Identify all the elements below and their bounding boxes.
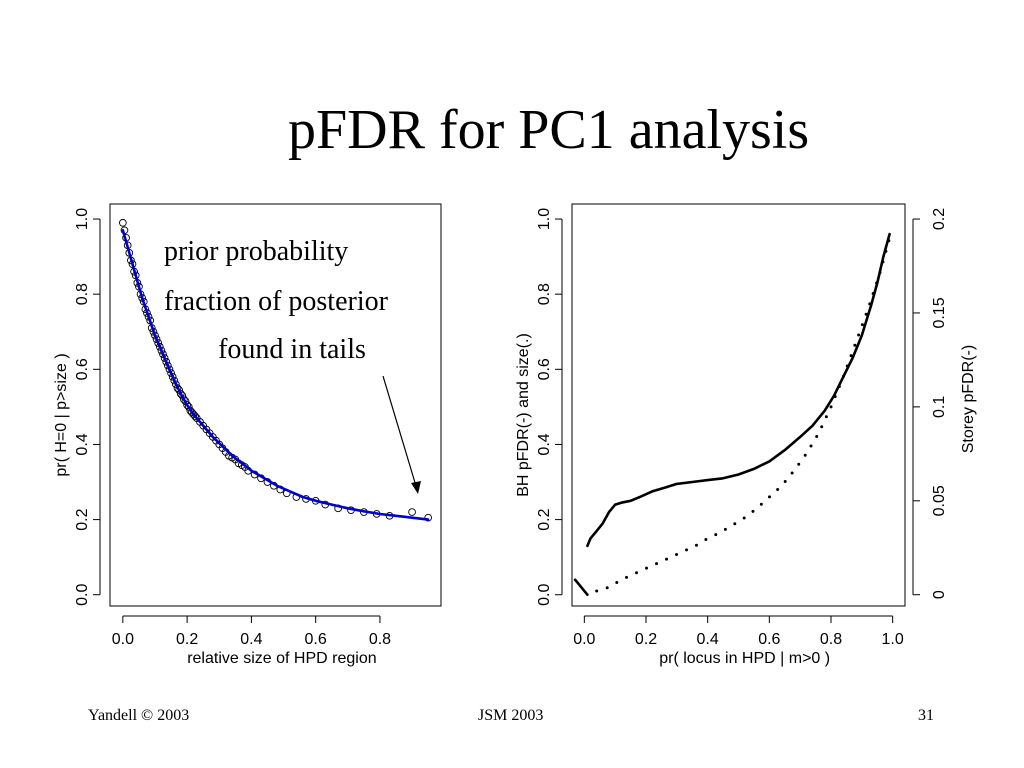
left-chart-data-point: [119, 218, 127, 227]
left-chart-data-point: [180, 395, 188, 404]
right-chart-x-axis-label: pr( locus in HPD | m>0 ): [659, 650, 830, 667]
right-chart-x-tick-label: 0.2: [635, 631, 657, 648]
left-chart-data-point: [175, 386, 183, 394]
right-chart-y-right-tick-label: 0: [931, 590, 948, 599]
right-chart-y-tick-label: 0.8: [536, 283, 553, 305]
footer-author: Yandell © 2003: [88, 707, 190, 724]
right-chart-y-tick-label: 0.0: [536, 584, 553, 606]
left-chart-y-tick-label: 0.2: [74, 508, 91, 530]
left-chart-y-axis-label: pr( H=0 | p>size ): [53, 353, 70, 476]
right-chart-series-line-1: [595, 236, 892, 593]
right-chart-y-tick-label: 1.0: [536, 208, 553, 230]
right-chart-x-tick-label: 1.0: [882, 631, 904, 648]
left-chart-data-point: [408, 508, 416, 516]
right-chart-y-right-tick-label: 0.05: [931, 485, 948, 516]
left-chart-annotation: fraction of posterior: [164, 286, 389, 317]
left-chart-data-point: [191, 412, 200, 421]
left-chart-data-point: [183, 401, 191, 409]
right-chart-plot-frame: [571, 203, 906, 607]
right-chart-x-tick-label: 0.0: [573, 631, 595, 648]
left-chart-data-point: [170, 376, 179, 385]
left-chart-data-point: [424, 513, 432, 522]
left-chart-x-tick-label: 0.6: [305, 631, 327, 648]
left-chart-y-tick-label: 0.8: [74, 283, 91, 305]
left-chart-x-tick-label: 0.0: [112, 631, 134, 648]
right-chart-y-tick-label: 0.4: [536, 433, 553, 455]
left-chart-y-tick-label: 1.0: [74, 208, 91, 230]
right-chart-y-right-tick-label: 0.15: [931, 297, 948, 328]
left-chart-x-axis-label: relative size of HPD region: [187, 650, 376, 667]
left-chart-x-tick-label: 0.4: [240, 631, 262, 648]
right-chart-series-line-2: [573, 578, 589, 596]
left-chart-annotation: found in tails: [218, 334, 366, 365]
right-chart-x-tick-label: 0.8: [820, 631, 842, 648]
left-chart-data-point: [184, 403, 193, 411]
right-chart-y-tick-label: 0.6: [536, 358, 553, 380]
right-chart-series-line-0: [586, 232, 891, 548]
left-chart-data-point: [155, 342, 164, 351]
right-chart-x-tick-label: 0.4: [697, 631, 719, 648]
left-chart-data-point: [168, 372, 177, 381]
left-chart-data-point: [167, 369, 175, 377]
right-chart-x-tick-label: 0.6: [758, 631, 780, 648]
left-chart-data-point: [157, 346, 166, 355]
left-chart-plot-frame: [109, 203, 442, 607]
footer-conference: JSM 2003: [478, 707, 544, 724]
left-chart-x-tick-label: 0.8: [369, 631, 391, 648]
left-chart-data-point: [165, 365, 174, 374]
right-chart-y-right-tick-label: 0.1: [931, 396, 948, 418]
right-chart-y-tick-label: 0.2: [536, 508, 553, 530]
left-chart-data-point: [159, 350, 167, 359]
left-chart-x-tick-label: 0.2: [176, 631, 198, 648]
right-chart-y-right-tick-label: 0.2: [931, 208, 948, 230]
footer-page-number: 31: [918, 707, 934, 724]
annotation-arrow-line: [382, 375, 417, 487]
annotation-arrow-head: [411, 481, 421, 494]
left-chart-data-point: [152, 335, 161, 344]
left-chart-series-line-1: [121, 229, 430, 521]
left-chart-data-point: [176, 389, 185, 398]
right-chart-y-right-axis-label: Storey pFDR(-): [960, 345, 977, 453]
slide-title: pFDR for PC1 analysis: [288, 99, 810, 161]
left-chart-y-tick-label: 0.6: [74, 358, 91, 380]
left-chart-annotation: prior probability: [164, 236, 348, 267]
left-chart-y-tick-label: 0.0: [74, 584, 91, 606]
left-chart-data-point: [154, 339, 163, 347]
right-chart-y-axis-label: BH pFDR(-) and size(.): [515, 333, 532, 497]
left-chart-y-tick-label: 0.4: [74, 433, 91, 455]
